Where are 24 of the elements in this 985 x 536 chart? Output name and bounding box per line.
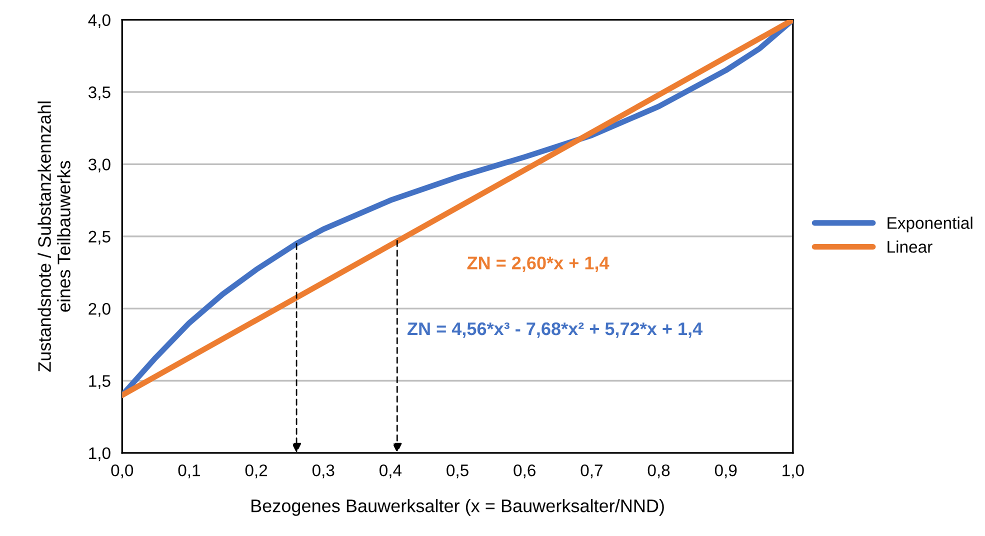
x-tick-label: 0,4 — [380, 464, 402, 478]
x-tick-label: 0,7 — [580, 464, 602, 478]
x-tick-label: 0,8 — [648, 464, 670, 478]
y-axis-title: Zustandsnote / Substanzkennzahl eines Teilbauwerks — [38, 102, 70, 372]
x-tick-label: 0,5 — [446, 464, 468, 478]
y-tick-label: 3,0 — [88, 158, 110, 172]
x-axis-title: Bezogenes Bauwerksalter (x = Bauwerksalter/NND) — [252, 499, 664, 516]
y-tick-label: 2,0 — [88, 302, 110, 317]
y-tick-label: 3,5 — [88, 86, 110, 100]
annotation: ZN = 2,60*x + 1,4 — [467, 256, 610, 272]
x-tick-label: 0,2 — [245, 464, 268, 478]
legend-label: Linear — [888, 240, 932, 253]
x-tick-label: 0,6 — [514, 464, 536, 478]
annotation: ZN = 4,56*x³ - 7,68*x² + 5,72*x + 1,4 — [408, 322, 703, 338]
x-tick-label: 1,0 — [782, 464, 804, 478]
y-tick-label: 2,5 — [88, 230, 110, 245]
x-tick-label: 0,9 — [714, 464, 737, 478]
y-tick-label: 1,0 — [89, 447, 110, 462]
y-tick-label: 4,0 — [88, 14, 110, 28]
y-tick-label: 1,5 — [89, 375, 110, 389]
legend-label: Exponential — [888, 216, 972, 232]
x-tick-label: 0,1 — [178, 464, 200, 478]
x-tick-label: 0,3 — [312, 464, 334, 478]
x-tick-label: 0,0 — [111, 464, 134, 478]
